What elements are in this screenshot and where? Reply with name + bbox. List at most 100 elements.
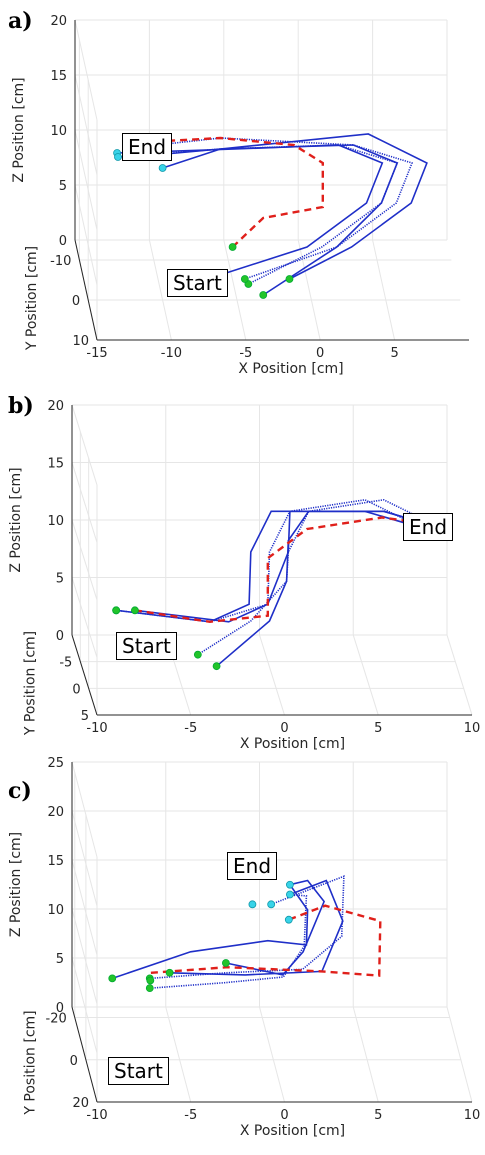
z-tick-label: 5 [59,179,67,194]
y-tick-label: -5 [59,656,72,671]
z-tick-label: 10 [50,124,67,139]
z-tick-label: 5 [56,952,64,967]
start-annotation: Start [108,1057,169,1085]
start-point-marker [285,275,294,283]
end-point-marker [248,900,257,909]
x-tick-label: 10 [464,1108,481,1123]
z-tick-label: 15 [50,69,67,84]
x-tick-label: -10 [161,346,182,361]
start-point-marker [165,968,174,977]
trajectory-line [169,879,344,976]
y-axis-label: Y Position [cm] [24,246,40,351]
x-axis-label: X Position [cm] [240,736,345,752]
trajectory-line [117,144,384,277]
start-point-marker [212,662,221,671]
z-tick-label: 0 [59,234,67,249]
trajectory-line [225,879,326,976]
chart-svg: -15 -10 -5 0 5 -10 0 10 0 5 10 15 20 X Position [cm] Y… [11,14,469,377]
y-axis-line [71,1006,98,1103]
end-annotation: End [122,133,173,161]
grid-line [372,239,396,341]
end-point-marker [114,153,122,161]
x-tick-label: -5 [239,346,252,361]
z-tick-label: 10 [47,903,64,918]
reference-path-line [146,136,324,248]
z-tick-label: 5 [56,572,64,587]
trajectory-line [216,510,442,667]
x-tick-label: -5 [184,721,197,736]
end-point-marker [284,915,293,924]
y-tick-label: 5 [81,709,89,724]
start-point-marker [240,275,249,283]
end-point-marker [158,164,167,172]
z-axis-label: Z Position [cm] [8,832,24,937]
end-annotation: End [227,852,278,880]
x-tick-label: -10 [86,721,107,736]
grid-line [71,519,98,601]
y-tick-label: 10 [72,334,89,349]
chart-panel-c: c) -10 -5 0 5 10 -20 0 20 0 5 10 15 20 25 X Position [… [0,756,485,1155]
start-point-marker [131,606,139,615]
grid-line [71,957,98,1054]
chart-panel-a: a) -15 -10 -5 0 5 -10 0 10 0 5 10 15 20 X Position [c… [0,0,485,385]
grid-line [71,810,98,907]
z-tick-label: 20 [47,399,64,414]
grid-line [352,634,379,716]
panel-label: c) [8,778,32,804]
grid-line [223,239,247,341]
y-tick-label: 0 [72,682,80,697]
z-tick-label: 20 [47,805,64,820]
x-tick-label: 5 [374,721,382,736]
z-axis-label: Z Position [cm] [11,77,27,182]
grid-line [74,184,98,286]
start-point-marker [145,984,154,993]
start-point-marker [259,291,268,299]
x-tick-label: 5 [390,346,398,361]
start-point-marker [112,606,121,615]
z-tick-label: 0 [56,1001,64,1016]
x-tick-label: 0 [280,721,288,736]
start-annotation: Start [116,632,177,660]
reference-path-line [150,904,382,977]
grid-line [165,1006,192,1103]
x-tick-label: 10 [464,721,481,736]
grid-line [71,761,98,858]
trajectory-line [134,510,442,623]
start-point-marker [228,243,237,251]
grid-line [71,462,98,543]
x-axis-label: X Position [cm] [240,1123,345,1139]
start-point-marker [193,650,202,659]
grid-line [71,859,98,956]
x-tick-label: -5 [184,1108,197,1123]
y-tick-label: 0 [72,294,80,309]
z-tick-label: 15 [47,457,64,472]
trajectory-line [197,498,442,656]
trajectory-line [149,893,308,989]
y-tick-label: 0 [70,1054,78,1069]
trajectory-line [149,875,345,980]
y-axis-label: Y Position [cm] [23,1010,39,1115]
z-tick-label: 0 [56,629,64,644]
z-tick-label: 25 [47,756,64,771]
x-tick-label: 0 [316,346,324,361]
y-axis-line [71,634,98,716]
trajectory-line [162,133,428,280]
z-tick-label: 20 [50,14,67,29]
grid-line [74,129,98,231]
chart-panel-b: b) -10 -5 0 5 10 -5 0 5 0 5 10 15 20 X Position [cm] Y… [0,385,485,770]
trajectory-line [116,498,424,623]
grid-line [71,908,98,1005]
start-point-marker [108,974,117,983]
grid-line [352,1006,379,1103]
trajectory-line [112,884,309,980]
y-tick-label: -20 [46,1012,67,1027]
grid-line [446,634,473,716]
end-annotation: End [403,513,454,541]
y-axis-label: Y Position [cm] [23,631,39,736]
start-point-marker [146,976,155,985]
z-tick-label: 15 [47,854,64,869]
end-point-marker [286,880,294,889]
grid-line [74,74,98,176]
